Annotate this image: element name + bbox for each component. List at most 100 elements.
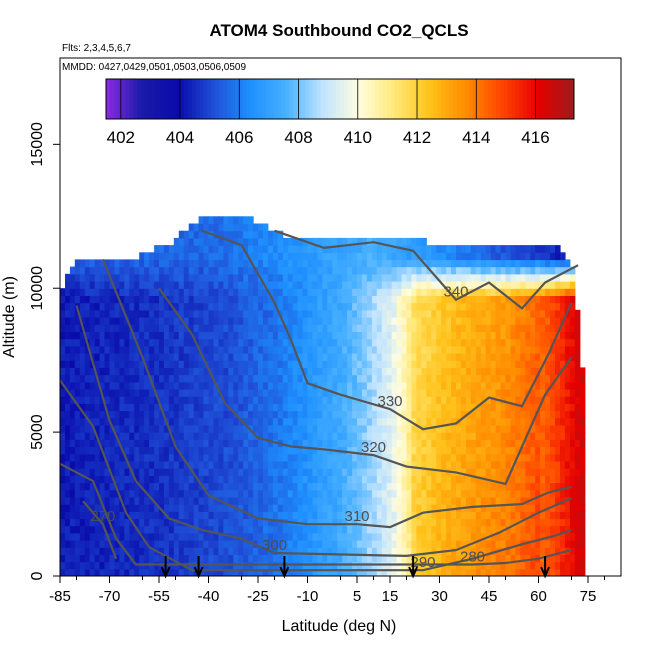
heatmap-cell — [490, 245, 497, 253]
heatmap-cell — [495, 453, 502, 462]
heatmap-cell — [540, 496, 546, 505]
heatmap-cell — [505, 273, 512, 282]
heatmap-cell — [441, 353, 447, 361]
heatmap-cell — [109, 288, 116, 296]
heatmap-cell — [233, 331, 239, 340]
heatmap-cell — [312, 468, 318, 476]
heatmap-cell — [550, 396, 556, 404]
heatmap-cell — [69, 511, 76, 520]
heatmap-cell — [208, 288, 215, 296]
heatmap-cell — [218, 245, 224, 253]
heatmap-cell — [253, 317, 259, 325]
heatmap-cell — [366, 532, 373, 541]
heatmap-cell — [292, 489, 299, 498]
heatmap-cell — [431, 245, 437, 253]
heatmap-cell — [564, 453, 571, 462]
heatmap-cell — [69, 540, 76, 548]
heatmap-cell — [84, 453, 91, 462]
heatmap-cell — [193, 252, 200, 261]
heatmap-cell — [500, 496, 507, 505]
heatmap-cell — [337, 453, 343, 462]
heatmap-cell — [60, 554, 66, 563]
heatmap-cell — [465, 295, 472, 304]
heatmap-cell — [485, 381, 492, 390]
heatmap-cell — [436, 324, 442, 332]
heatmap-cell — [74, 453, 81, 462]
heatmap-cell — [65, 353, 71, 361]
heatmap-cell — [277, 410, 284, 419]
heatmap-cell — [322, 504, 328, 512]
heatmap-cell — [163, 424, 170, 433]
heatmap-cell — [386, 388, 393, 397]
heatmap-cell — [178, 417, 185, 426]
heatmap-cell — [124, 403, 130, 412]
heatmap-cell — [391, 273, 398, 282]
heatmap-cell — [69, 324, 76, 332]
heatmap-cell — [357, 504, 363, 512]
heatmap-cell — [193, 345, 200, 354]
heatmap-cell — [233, 518, 239, 527]
heatmap-cell — [99, 295, 106, 304]
heatmap-cell — [322, 568, 328, 576]
heatmap-cell — [386, 547, 393, 555]
heatmap-cell — [218, 345, 224, 354]
heatmap-cell — [540, 561, 546, 570]
heatmap-cell — [159, 302, 165, 311]
heatmap-cell — [159, 540, 165, 548]
heatmap-cell — [347, 525, 353, 534]
heatmap-cell — [144, 475, 150, 484]
heatmap-cell — [515, 460, 521, 469]
heatmap-cell — [431, 281, 437, 289]
heatmap-cell — [94, 353, 101, 361]
heatmap-cell — [134, 540, 140, 548]
heatmap-cell — [223, 496, 229, 505]
heatmap-cell — [480, 353, 487, 361]
heatmap-cell — [154, 374, 160, 383]
heatmap-cell — [411, 237, 417, 246]
heatmap-cell — [436, 518, 442, 527]
heatmap-cell — [238, 475, 244, 484]
heatmap-cell — [262, 489, 269, 498]
heatmap-cell — [560, 439, 566, 448]
heatmap-cell — [312, 424, 318, 433]
heatmap-cell — [154, 540, 160, 548]
heatmap-cell — [60, 396, 66, 404]
heatmap-cell — [317, 273, 323, 282]
heatmap-cell — [431, 345, 437, 354]
heatmap-cell — [109, 381, 116, 390]
heatmap-cell — [515, 288, 521, 296]
heatmap-cell — [277, 568, 284, 576]
heatmap-cell — [327, 540, 333, 548]
heatmap-cell — [505, 453, 512, 462]
heatmap-cell — [104, 475, 111, 484]
heatmap-cell — [198, 288, 205, 296]
heatmap-cell — [332, 511, 338, 520]
heatmap-cell — [129, 432, 135, 440]
heatmap-cell — [490, 295, 497, 304]
heatmap-cell — [460, 424, 467, 433]
heatmap-cell — [327, 374, 333, 383]
heatmap-cell — [124, 554, 130, 563]
heatmap-cell — [262, 353, 269, 361]
heatmap-cell — [307, 288, 314, 296]
heatmap-cell — [213, 532, 219, 541]
heatmap-cell — [460, 511, 467, 520]
heatmap-cell — [223, 331, 229, 340]
heatmap-cell — [302, 331, 309, 340]
heatmap-cell — [337, 475, 343, 484]
heatmap-cell — [173, 266, 180, 275]
heatmap-cell — [411, 504, 417, 512]
heatmap-cell — [104, 439, 111, 448]
heatmap-cell — [258, 345, 264, 354]
heatmap-cell — [391, 547, 398, 555]
heatmap-cell — [262, 288, 269, 296]
heatmap-cell — [253, 424, 259, 433]
heatmap-cell — [267, 381, 274, 390]
heatmap-cell — [337, 525, 343, 534]
heatmap-cell — [535, 532, 541, 541]
heatmap-cell — [515, 273, 521, 282]
heatmap-cell — [460, 396, 467, 404]
heatmap-cell — [465, 388, 472, 397]
heatmap-cell — [401, 273, 408, 282]
heatmap-cell — [505, 554, 512, 563]
